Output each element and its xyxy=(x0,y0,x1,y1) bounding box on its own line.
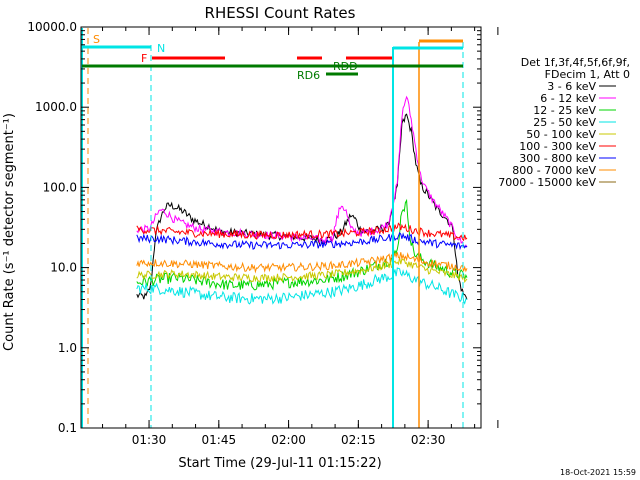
legend-label-25-50keV: 25 - 50 keV xyxy=(533,116,596,129)
overlay-layer xyxy=(81,28,464,428)
legend-label-800-7000keV: 800 - 7000 keV xyxy=(512,164,596,177)
att-label: S xyxy=(93,33,100,46)
plot-frame xyxy=(80,26,482,429)
f-label: F xyxy=(141,52,147,65)
series-line-50-100keV xyxy=(136,257,468,283)
legend-label-12-25keV: 12 - 25 keV xyxy=(533,104,596,117)
series-line-12-25keV xyxy=(136,198,468,291)
chart-title: RHESSI Count Rates xyxy=(205,4,356,22)
legend-label-7000-15000keV: 7000 - 15000 keV xyxy=(498,176,596,189)
series-line-800-7000keV xyxy=(136,251,468,274)
y-axis-label: Count Rate (s⁻¹ detector segment⁻¹) xyxy=(2,113,17,351)
series-line-6-12keV xyxy=(136,95,468,248)
x-tick-label: 01:30 xyxy=(132,433,167,447)
x-tick-label: 01:45 xyxy=(202,433,237,447)
legend-header-line-1: Det 1f,3f,4f,5f,6f,9f, xyxy=(521,56,630,69)
y-tick-label: 10000.0 xyxy=(27,20,77,34)
series-line-300-800keV xyxy=(136,232,468,251)
y-tick-label: 100.0 xyxy=(43,180,77,194)
legend-label-3-6keV: 3 - 6 keV xyxy=(547,80,596,93)
legend-label-100-300keV: 100 - 300 keV xyxy=(519,140,596,153)
x-tick-label: 02:00 xyxy=(271,433,306,447)
n-label: N xyxy=(157,42,165,55)
y-tick-label: 1.0 xyxy=(58,341,77,355)
legend-label-6-12keV: 6 - 12 keV xyxy=(540,92,596,105)
y-tick-label: 1000.0 xyxy=(35,100,77,114)
y-tick-label: 0.1 xyxy=(58,421,77,435)
rd6-label: RD6 xyxy=(297,69,320,82)
axes-layer: 0.1 1.0 10.0 100.0 1000.0 10000.0 01:30 01:45 02… xyxy=(27,20,499,447)
series-line-100-300keV xyxy=(136,222,468,242)
series-line-25-50keV xyxy=(136,267,468,305)
x-axis-label: Start Time (29-Jul-11 01:15:22) xyxy=(178,456,381,471)
rdd-label: RDD xyxy=(333,60,358,73)
legend-label-50-100keV: 50 - 100 keV xyxy=(526,128,596,141)
footer-timestamp: 18-Oct-2021 15:59 xyxy=(560,468,636,477)
series-layer xyxy=(136,95,468,305)
legend: Det 1f,3f,4f,5f,6f,9f, FDecim 1, Att 0 3… xyxy=(498,56,630,189)
x-tick-label: 02:15 xyxy=(341,433,376,447)
legend-label-300-800keV: 300 - 800 keV xyxy=(519,152,596,165)
x-tick-label: 02:30 xyxy=(411,433,446,447)
y-tick-label: 10.0 xyxy=(50,261,77,275)
legend-header-line-2: FDecim 1, Att 0 xyxy=(545,68,630,81)
